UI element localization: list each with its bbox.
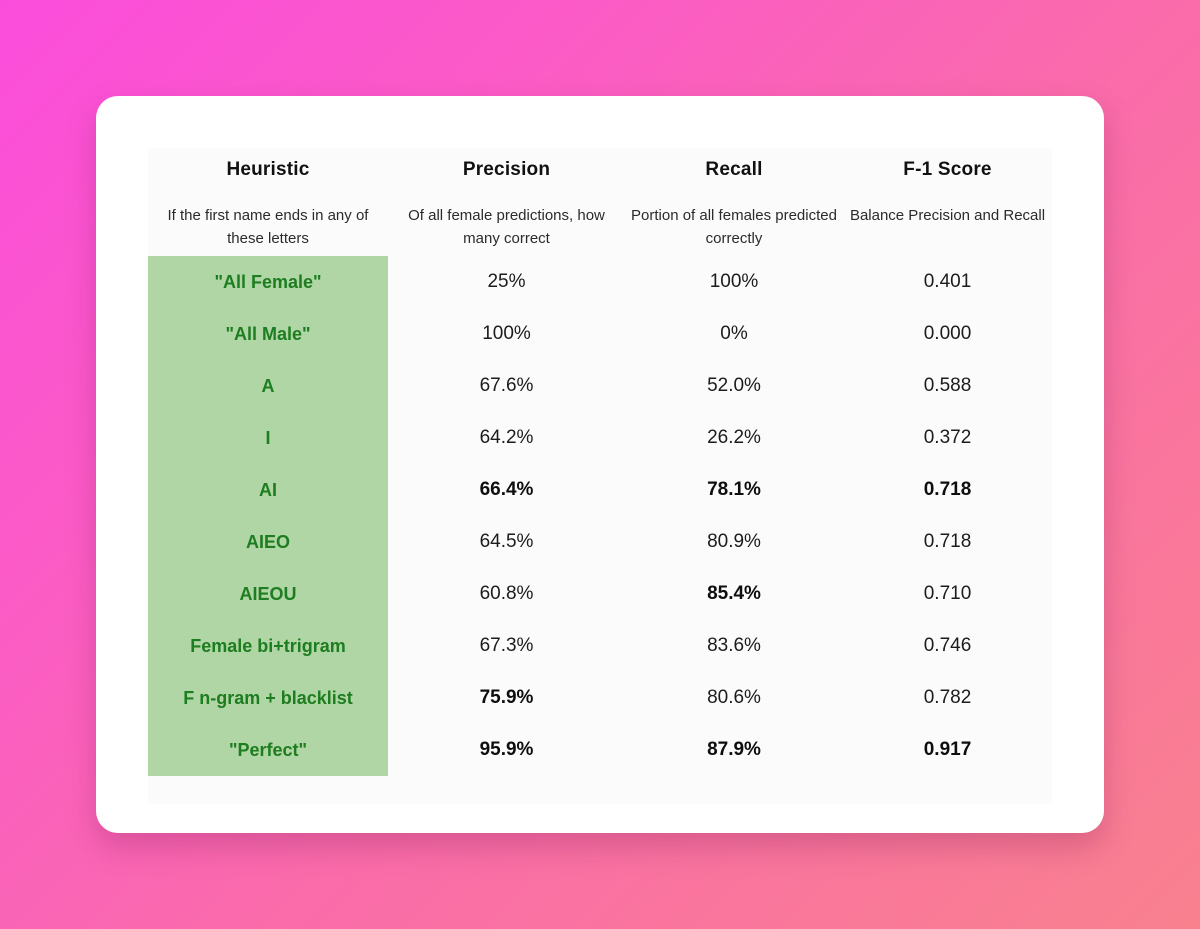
precision-cell: 67.6% bbox=[479, 375, 534, 396]
recall-cell: 52.0% bbox=[707, 375, 761, 396]
table-header-row: Heuristic If the first name ends in any … bbox=[148, 148, 1052, 256]
recall-cell: 83.6% bbox=[707, 635, 761, 656]
heuristic-cell: AIEOU bbox=[148, 568, 388, 620]
heuristic-cell: "All Male" bbox=[148, 308, 388, 360]
f1-cell: 0.917 bbox=[923, 739, 972, 760]
precision-cell: 100% bbox=[482, 323, 531, 344]
metrics-card: Heuristic If the first name ends in any … bbox=[96, 96, 1104, 833]
precision-cell: 95.9% bbox=[479, 739, 534, 760]
f1-cell: 0.782 bbox=[923, 687, 972, 708]
column-label: F-1 Score bbox=[903, 159, 992, 180]
column-header-recall: Recall Portion of all females predicted … bbox=[625, 148, 843, 256]
column-description: If the first name ends in any of these l… bbox=[167, 207, 369, 247]
column-label: Precision bbox=[462, 159, 551, 180]
precision-cell: 66.4% bbox=[479, 479, 534, 500]
column-label: Recall bbox=[705, 159, 763, 180]
table-row: F n-gram + blacklist 75.9% 80.6% 0.782 bbox=[148, 672, 1052, 724]
heuristic-cell: AI bbox=[148, 464, 388, 516]
f1-cell: 0.401 bbox=[923, 271, 972, 292]
column-description: Of all female predictions, how many corr… bbox=[408, 207, 605, 247]
column-label: Heuristic bbox=[226, 159, 310, 180]
recall-cell: 87.9% bbox=[707, 739, 761, 760]
precision-cell: 64.5% bbox=[479, 531, 534, 552]
table-row: Female bi+trigram 67.3% 83.6% 0.746 bbox=[148, 620, 1052, 672]
table-row: A 67.6% 52.0% 0.588 bbox=[148, 360, 1052, 412]
column-description: Balance Precision and Recall bbox=[849, 207, 1046, 224]
table-row: "Perfect" 95.9% 87.9% 0.917 bbox=[148, 724, 1052, 776]
precision-cell: 75.9% bbox=[479, 687, 534, 708]
heuristic-cell: Female bi+trigram bbox=[148, 620, 388, 672]
f1-cell: 0.000 bbox=[923, 323, 972, 344]
f1-cell: 0.372 bbox=[923, 427, 972, 448]
column-description: Portion of all females predicted correct… bbox=[631, 207, 837, 247]
table-row: "All Female" 25% 100% 0.401 bbox=[148, 256, 1052, 308]
f1-cell: 0.718 bbox=[923, 479, 972, 500]
recall-cell: 0% bbox=[720, 323, 748, 344]
table-row: AIEO 64.5% 80.9% 0.718 bbox=[148, 516, 1052, 568]
recall-cell: 80.9% bbox=[707, 531, 761, 552]
heuristic-cell: AIEO bbox=[148, 516, 388, 568]
table-row: "All Male" 100% 0% 0.000 bbox=[148, 308, 1052, 360]
recall-cell: 78.1% bbox=[707, 479, 761, 500]
recall-cell: 100% bbox=[709, 271, 759, 292]
heuristic-cell: I bbox=[148, 412, 388, 464]
f1-cell: 0.588 bbox=[923, 375, 972, 396]
f1-cell: 0.718 bbox=[923, 531, 972, 552]
table-row: AI 66.4% 78.1% 0.718 bbox=[148, 464, 1052, 516]
recall-cell: 85.4% bbox=[707, 583, 761, 604]
recall-cell: 80.6% bbox=[707, 687, 761, 708]
heuristic-cell: "All Female" bbox=[148, 256, 388, 308]
precision-cell: 25% bbox=[487, 271, 526, 292]
f1-cell: 0.710 bbox=[923, 583, 972, 604]
column-header-heuristic: Heuristic If the first name ends in any … bbox=[148, 148, 388, 256]
heuristic-cell: "Perfect" bbox=[148, 724, 388, 776]
precision-cell: 64.2% bbox=[479, 427, 534, 448]
f1-cell: 0.746 bbox=[923, 635, 972, 656]
column-header-f1: F-1 Score Balance Precision and Recall bbox=[843, 148, 1052, 256]
precision-cell: 67.3% bbox=[479, 635, 534, 656]
table-row: I 64.2% 26.2% 0.372 bbox=[148, 412, 1052, 464]
column-header-precision: Precision Of all female predictions, how… bbox=[388, 148, 625, 256]
table-row: AIEOU 60.8% 85.4% 0.710 bbox=[148, 568, 1052, 620]
precision-cell: 60.8% bbox=[479, 583, 534, 604]
heuristic-cell: A bbox=[148, 360, 388, 412]
heuristics-metrics-table: Heuristic If the first name ends in any … bbox=[148, 148, 1052, 804]
heuristic-cell: F n-gram + blacklist bbox=[148, 672, 388, 724]
recall-cell: 26.2% bbox=[707, 427, 761, 448]
